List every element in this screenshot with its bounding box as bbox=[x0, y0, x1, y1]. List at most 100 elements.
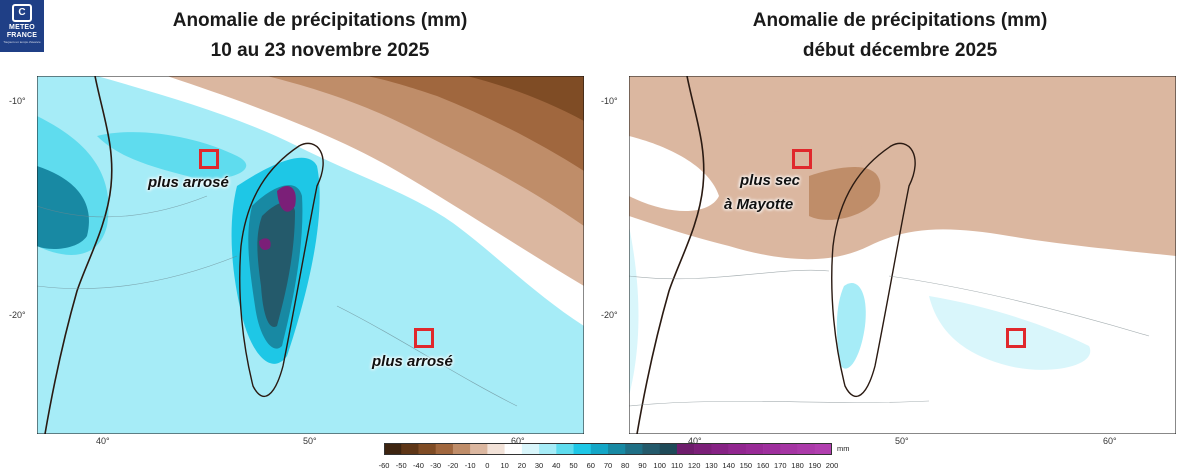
colorbar-tick: 30 bbox=[534, 461, 544, 470]
meteo-france-logo: C METEO FRANCE Toujours un temps d'avanc… bbox=[0, 0, 44, 52]
right-dry-zone-main bbox=[629, 76, 1176, 260]
colorbar-tick: -40 bbox=[413, 461, 424, 470]
colorbar-tick: -20 bbox=[447, 461, 459, 470]
logo-icon: C bbox=[12, 4, 32, 22]
left-madagascar-wet-core bbox=[257, 201, 295, 327]
left-contours bbox=[37, 195, 518, 407]
left-reunion-highlight-box bbox=[414, 328, 434, 348]
colorbar-swatch bbox=[539, 443, 557, 455]
left-lat-tick-10: -10° bbox=[9, 96, 26, 106]
colorbar-tick: 50 bbox=[569, 461, 578, 470]
precipitation-colorbar bbox=[384, 443, 832, 455]
left-lon-tick-40: 40° bbox=[96, 436, 110, 446]
right-mayotte-highlight-box bbox=[792, 149, 812, 169]
colorbar-tick: 160 bbox=[756, 461, 770, 470]
colorbar-tick: 170 bbox=[774, 461, 787, 470]
logo-tagline: Toujours un temps d'avance bbox=[3, 40, 41, 44]
left-extreme-wet-patch-1 bbox=[277, 186, 296, 212]
colorbar-tick: 190 bbox=[808, 461, 822, 470]
colorbar-tick: 110 bbox=[670, 461, 683, 470]
right-lon-tick-60: 60° bbox=[1103, 436, 1117, 446]
right-map-title: Anomalie de précipitations (mm) début dé… bbox=[690, 6, 1110, 66]
colorbar-swatch bbox=[470, 443, 488, 455]
logo-brand-line2: FRANCE bbox=[6, 32, 38, 39]
right-title-line1: Anomalie de précipitations (mm) bbox=[752, 10, 1048, 31]
right-reunion-highlight-box bbox=[1006, 328, 1026, 348]
colorbar-swatch bbox=[780, 443, 798, 455]
colorbar-tick: -50 bbox=[395, 461, 407, 470]
left-lat-tick-20: -20° bbox=[9, 310, 26, 320]
colorbar-swatch bbox=[728, 443, 747, 455]
right-lon-tick-40: 40° bbox=[688, 436, 702, 446]
colorbar-swatch bbox=[435, 443, 454, 455]
colorbar-tick: -30 bbox=[430, 461, 442, 470]
left-wet-zone-2 bbox=[37, 166, 89, 249]
colorbar-swatch bbox=[797, 443, 816, 455]
left-mayotte-highlight-box bbox=[199, 149, 219, 169]
right-annotation-line1: plus sec bbox=[740, 172, 801, 189]
colorbar-tick: 70 bbox=[603, 461, 613, 470]
left-annotation-reunion: plus arrosé bbox=[372, 353, 453, 370]
colorbar-swatch bbox=[401, 443, 419, 455]
right-annotation-line2: à Mayotte bbox=[724, 196, 794, 213]
right-contours bbox=[629, 269, 1150, 407]
colorbar-swatch bbox=[642, 443, 660, 455]
colorbar-tick: 130 bbox=[705, 461, 718, 470]
left-lon-tick-50: 50° bbox=[303, 436, 317, 446]
left-madagascar-coastline bbox=[239, 142, 324, 398]
right-map-svg bbox=[629, 76, 1176, 434]
right-dry-patch bbox=[809, 167, 881, 220]
colorbar-tick: -60 bbox=[378, 461, 390, 470]
right-africa-coastline bbox=[636, 76, 705, 434]
right-wet-zone-reunion bbox=[929, 296, 1091, 370]
colorbar-tick: 100 bbox=[653, 461, 666, 470]
right-lon-tick-50: 50° bbox=[895, 436, 909, 446]
colorbar-swatch bbox=[676, 443, 695, 455]
colorbar-swatch bbox=[814, 443, 832, 455]
colorbar-tick: 90 bbox=[638, 461, 647, 470]
colorbar-swatch bbox=[573, 443, 592, 455]
colorbar-swatch bbox=[745, 443, 764, 455]
colorbar-border bbox=[384, 443, 832, 455]
right-title-line2: début décembre 2025 bbox=[802, 40, 998, 61]
colorbar-tick: 140 bbox=[722, 461, 735, 470]
colorbar-swatch bbox=[452, 443, 471, 455]
left-title-line2: 10 au 23 novembre 2025 bbox=[210, 40, 430, 61]
colorbar-swatch bbox=[590, 443, 609, 455]
colorbar-swatch bbox=[659, 443, 678, 455]
colorbar-tick: -10 bbox=[464, 461, 476, 470]
colorbar-swatch bbox=[694, 443, 712, 455]
colorbar-swatch bbox=[418, 443, 436, 455]
colorbar-swatch bbox=[711, 443, 729, 455]
left-dry-zone-3 bbox=[367, 76, 584, 171]
colorbar-tick: 40 bbox=[552, 461, 561, 470]
left-anomaly-map: -10° -20° 40° 50° 60° bbox=[9, 76, 584, 446]
logo-brand-line1: METEO bbox=[9, 24, 35, 31]
colorbar-swatch bbox=[608, 443, 626, 455]
left-annotation-comores: plus arrosé bbox=[148, 174, 229, 191]
right-madagascar-coastline bbox=[831, 142, 916, 398]
right-wet-edge bbox=[629, 226, 639, 396]
right-lat-tick-20: -20° bbox=[601, 310, 618, 320]
right-wet-zone-madagascar bbox=[836, 282, 866, 369]
right-anomaly-map: -10° -20° 40° 50° 60° bbox=[601, 76, 1176, 446]
colorbar-tick: 150 bbox=[739, 461, 753, 470]
left-extreme-wet-patch-2 bbox=[259, 238, 271, 250]
colorbar-unit: mm bbox=[837, 444, 850, 453]
colorbar-tick: 20 bbox=[517, 461, 527, 470]
colorbar-tick: 180 bbox=[791, 461, 804, 470]
colorbar-tick: 10 bbox=[500, 461, 509, 470]
colorbar-swatch bbox=[487, 443, 505, 455]
colorbar-tick: 120 bbox=[687, 461, 701, 470]
left-map-svg bbox=[37, 76, 584, 434]
colorbar-swatch bbox=[504, 443, 523, 455]
left-map-title: Anomalie de précipitations (mm) 10 au 23… bbox=[120, 6, 520, 66]
left-africa-coastline bbox=[44, 76, 113, 434]
right-neutral-zone-1 bbox=[629, 136, 719, 211]
colorbar-tick: 60 bbox=[586, 461, 595, 470]
colorbar-swatch bbox=[384, 443, 402, 455]
colorbar-tick: 200 bbox=[825, 461, 839, 470]
colorbar-tick: 0 bbox=[485, 461, 490, 470]
left-lon-tick-60: 60° bbox=[511, 436, 525, 446]
colorbar-swatch bbox=[556, 443, 574, 455]
